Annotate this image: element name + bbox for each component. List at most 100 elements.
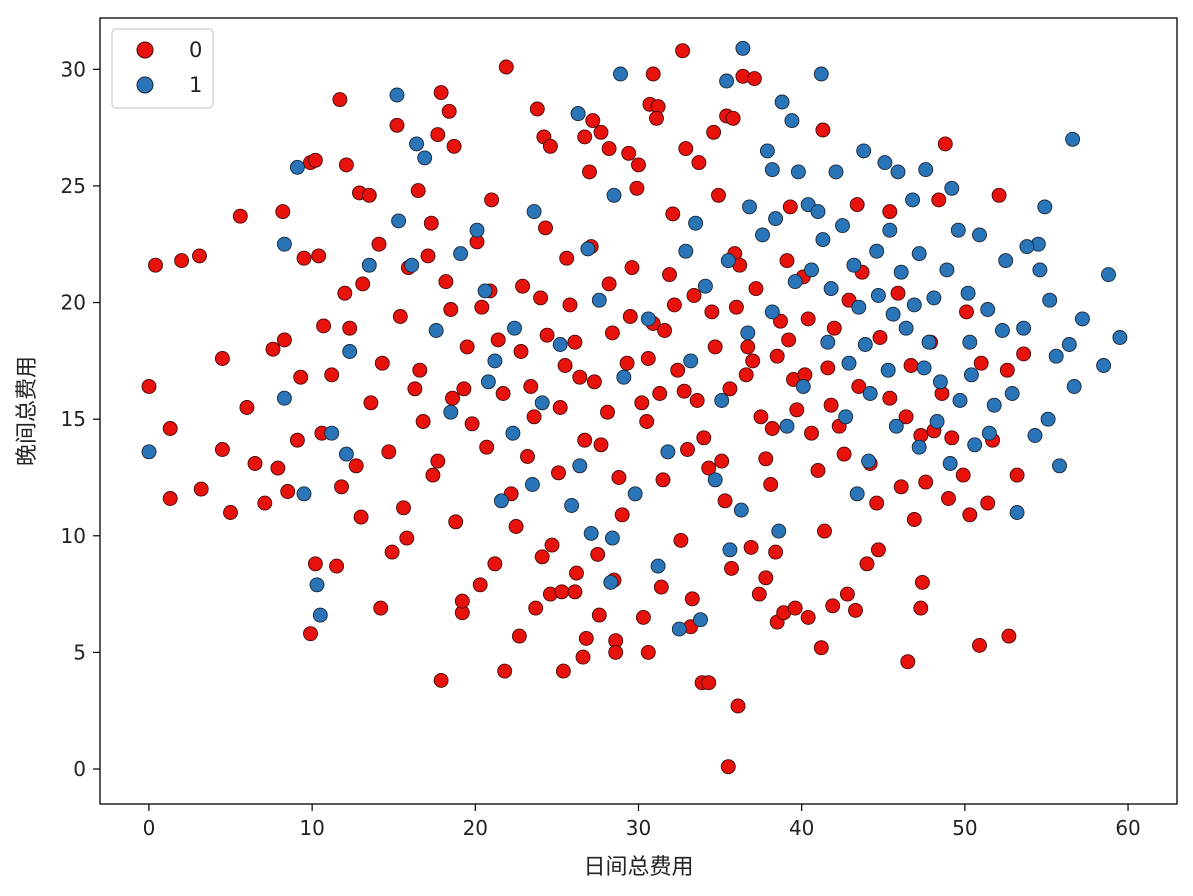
point-series-1-84 [755,227,770,243]
point-series-0-152 [696,430,712,446]
point-series-0-257 [459,339,475,355]
point-series-0-14 [265,341,281,357]
point-series-0-60 [591,607,607,623]
point-series-1-18 [507,320,522,336]
point-series-1-102 [722,542,738,558]
point-series-0-227 [673,532,689,548]
point-series-0-99 [882,204,898,220]
point-series-0-210 [334,479,349,495]
point-series-0-252 [781,332,797,348]
point-series-1-66 [1040,411,1056,427]
point-series-0-193 [804,425,819,441]
point-series-0-3 [141,379,157,394]
point-series-1-107 [640,311,656,327]
point-series-0-243 [680,442,695,457]
point-series-1-60 [1074,311,1090,327]
point-series-0-111 [999,362,1015,378]
point-series-0-41 [454,593,470,609]
point-series-0-46 [497,663,513,679]
point-series-0-112 [1001,628,1017,644]
point-series-0-156 [738,367,754,383]
point-series-0-77 [701,675,717,691]
point-series-1-41 [815,232,831,248]
point-series-0-164 [820,360,836,376]
point-series-0-219 [959,304,974,320]
point-series-1-50 [980,302,996,317]
point-series-1-114 [480,374,496,390]
point-series-0-19 [296,250,312,266]
point-series-1-136 [1004,386,1020,401]
point-series-0-22 [311,248,327,264]
point-series-1-117 [404,257,420,273]
legend-marker-1 [136,76,154,94]
x-axis-ticks: 0 10 20 30 40 50 60 [143,804,1141,840]
y-tick-label-15: 15 [61,407,86,431]
point-series-1-14 [391,213,407,229]
point-series-0-39 [433,672,449,688]
point-series-0-62 [601,141,617,157]
point-series-0-42 [472,577,488,593]
point-series-0-214 [890,285,906,301]
point-series-0-222 [484,192,500,208]
point-series-0-26 [329,558,345,574]
point-series-1-92 [572,458,588,474]
point-series-1-33 [890,164,906,180]
point-series-0-56 [577,129,593,145]
point-series-1-13 [361,257,377,273]
point-series-0-179 [567,334,583,350]
point-series-0-146 [634,395,650,411]
point-series-0-47 [528,600,544,616]
point-series-1-85 [742,199,757,215]
point-series-0-90 [800,609,816,625]
point-series-1-116 [428,323,444,338]
point-series-1-34 [918,162,934,178]
point-series-1-57 [1048,348,1064,364]
point-series-1-79 [929,414,945,429]
point-series-0-254 [823,397,839,413]
point-series-0-65 [621,145,637,161]
point-series-0-230 [782,199,798,215]
x-tick-label-50: 50 [952,816,977,840]
point-series-0-249 [728,299,744,315]
point-series-1-22 [735,40,751,56]
point-series-0-218 [944,430,960,446]
point-series-0-118 [276,332,292,348]
point-series-1-5 [289,159,305,175]
point-series-1-3 [309,577,325,593]
point-series-1-126 [688,215,704,231]
point-series-0-132 [479,439,495,455]
point-series-1-124 [469,222,485,238]
point-series-0-225 [590,546,606,562]
point-series-1-23 [813,66,829,82]
point-series-1-76 [862,386,878,401]
point-series-0-258 [445,390,460,406]
point-series-1-91 [524,477,540,492]
point-series-1-11 [324,425,340,441]
point-series-1-130 [998,253,1014,269]
point-series-1-115 [443,404,459,420]
point-series-1-17 [487,353,503,369]
point-series-0-170 [882,390,898,406]
point-series-0-197 [662,267,677,283]
legend-label-1: 1 [189,73,202,97]
point-series-0-66 [635,609,651,625]
point-series-0-64 [608,644,624,660]
point-series-0-153 [707,339,723,355]
point-series-1-51 [994,323,1010,338]
point-series-0-9 [223,505,238,520]
point-series-0-206 [392,309,408,324]
point-series-1-7 [409,136,425,152]
point-series-0-1 [174,253,190,269]
point-series-1-132 [972,227,987,243]
point-series-1-40 [835,218,850,234]
point-series-1-86 [720,253,736,269]
point-series-0-13 [257,495,273,511]
point-series-1-56 [1042,292,1058,308]
point-series-0-133 [490,332,506,348]
point-series-1-32 [877,155,893,171]
point-series-1-137 [962,334,978,350]
point-series-0-102 [914,574,930,590]
point-series-1-120 [714,393,730,408]
point-series-0-172 [903,358,919,373]
